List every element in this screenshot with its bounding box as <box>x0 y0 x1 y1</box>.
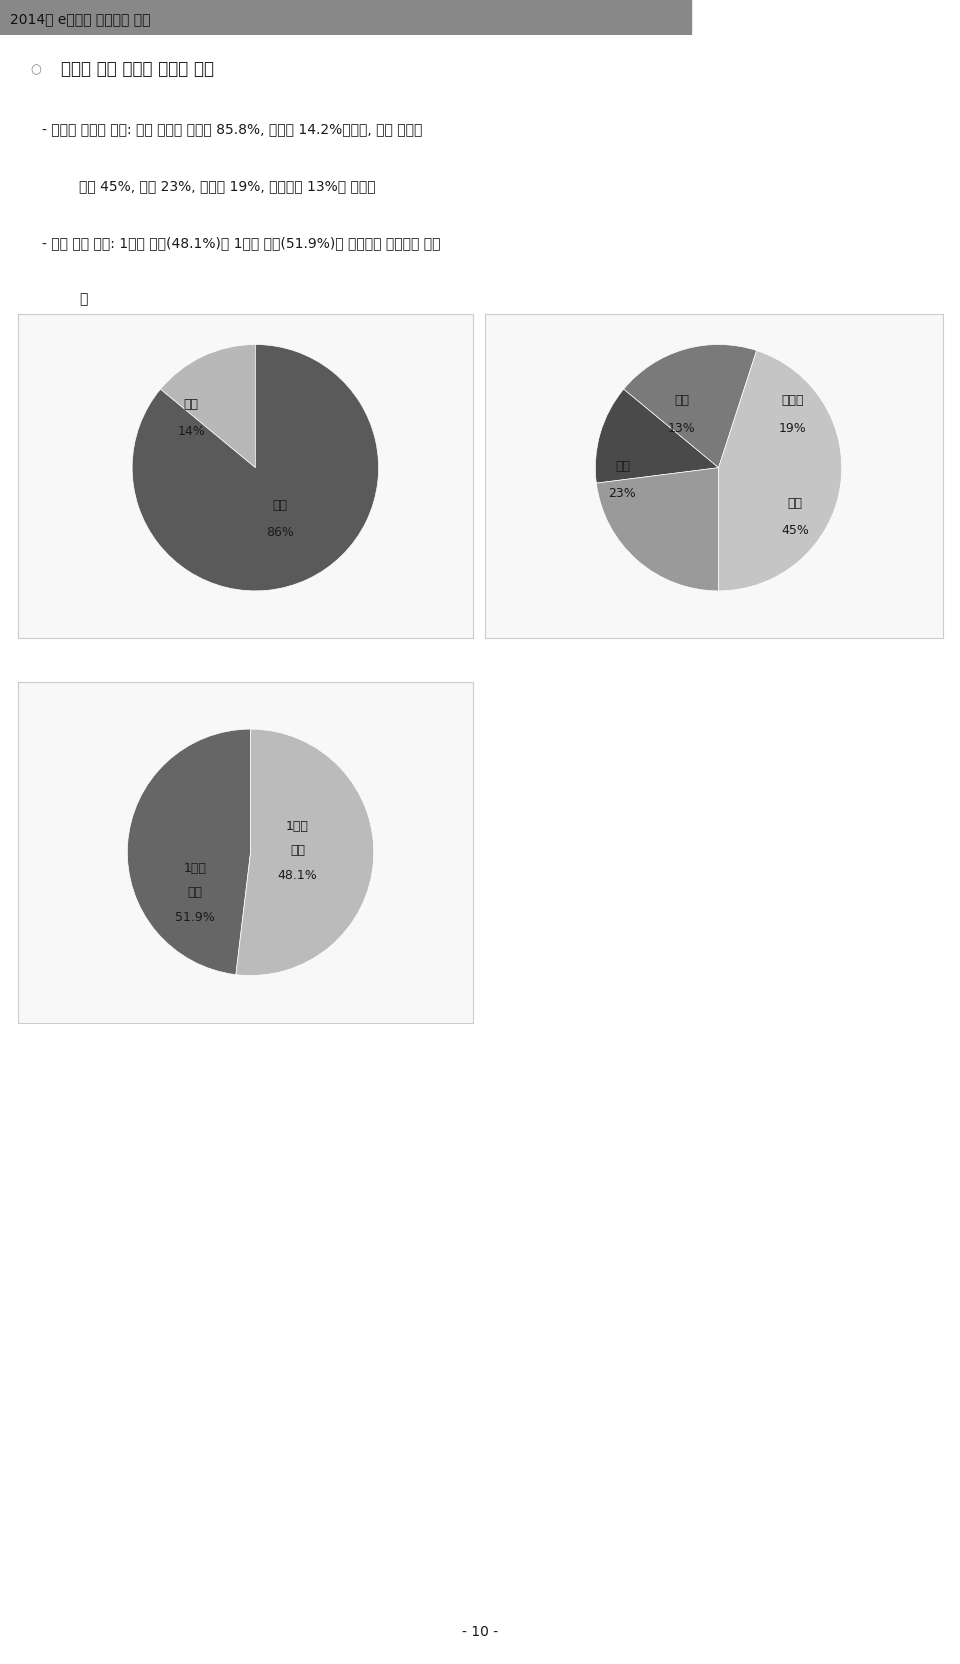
Text: 기타: 기타 <box>674 394 689 408</box>
Text: 함: 함 <box>79 293 87 306</box>
Text: 미만: 미만 <box>290 844 305 857</box>
Text: 86%: 86% <box>266 526 294 539</box>
Wedge shape <box>595 389 718 484</box>
Wedge shape <box>596 469 719 592</box>
Text: 1개월: 1개월 <box>183 860 206 874</box>
Text: 이상: 이상 <box>187 885 203 899</box>
Text: 13%: 13% <box>668 421 695 434</box>
Wedge shape <box>624 346 756 469</box>
Text: 경기장 방문 외국인 관람객 특성: 경기장 방문 외국인 관람객 특성 <box>60 60 214 78</box>
Text: 남자: 남자 <box>273 499 287 513</box>
Text: 북미 45%, 유럽 23%, 아시아 19%, 기타지역 13%로 조사됨: 북미 45%, 유럽 23%, 아시아 19%, 기타지역 13%로 조사됨 <box>79 180 375 193</box>
Text: - 한국 체류 기간: 1개월 미만(48.1%)과 1개월 이상(51.9%)의 체류자가 비슷하게 분포: - 한국 체류 기간: 1개월 미만(48.1%)과 1개월 이상(51.9%)… <box>42 236 441 250</box>
Text: - 10 -: - 10 - <box>462 1624 498 1637</box>
Wedge shape <box>128 729 251 975</box>
Text: 45%: 45% <box>781 524 809 536</box>
Text: 51.9%: 51.9% <box>176 910 215 924</box>
Text: 1개월: 1개월 <box>286 819 309 832</box>
Wedge shape <box>236 729 373 975</box>
Text: 48.1%: 48.1% <box>277 869 317 882</box>
Text: 23%: 23% <box>609 486 636 499</box>
Text: 북미: 북미 <box>787 496 803 509</box>
Text: 2014년 e스포츠 실태조사 연구: 2014년 e스포츠 실태조사 연구 <box>10 13 150 27</box>
Text: ○: ○ <box>31 63 41 77</box>
Text: 여자: 여자 <box>183 398 199 411</box>
Text: 19%: 19% <box>779 421 806 434</box>
Wedge shape <box>160 346 255 469</box>
Text: 유럽: 유럽 <box>615 459 630 473</box>
Text: 14%: 14% <box>178 424 205 438</box>
Bar <box>0 0 691 35</box>
Text: 아시아: 아시아 <box>781 394 804 408</box>
Wedge shape <box>132 346 378 591</box>
Text: - 외국인 관람객 특성: 성별 분포는 남자가 85.8%, 여자가 14.2%였으며, 국적 분포는: - 외국인 관람객 특성: 성별 분포는 남자가 85.8%, 여자가 14.2… <box>42 121 422 136</box>
Wedge shape <box>718 351 842 592</box>
